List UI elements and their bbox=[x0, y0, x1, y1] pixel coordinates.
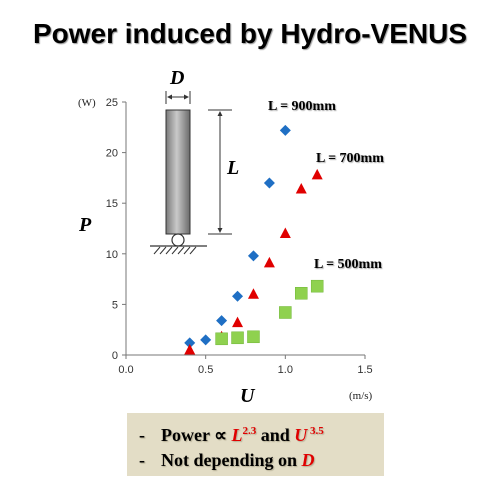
data-point-series-0 bbox=[247, 250, 259, 262]
y-tick-label: 0 bbox=[112, 350, 118, 362]
y-axis-label: P bbox=[78, 214, 92, 236]
page-title: Power induced by Hydro-VENUS bbox=[32, 18, 468, 49]
data-point-series-2 bbox=[295, 287, 308, 300]
cylinder-diagram: D L bbox=[150, 67, 239, 255]
note-dash: - bbox=[139, 450, 145, 470]
note-l-exponent: 2.3 bbox=[242, 425, 257, 437]
cylinder-pivot bbox=[171, 233, 185, 247]
length-label: L bbox=[226, 157, 239, 179]
note-text: Not depending on bbox=[161, 450, 302, 470]
data-point-series-0 bbox=[232, 290, 244, 302]
ground-hatch bbox=[153, 246, 197, 255]
data-point-series-1 bbox=[279, 227, 291, 239]
notes-box: - Power ∝ L2.3 and U 3.5 - Not depending o… bbox=[127, 413, 384, 476]
note-u-letter: U bbox=[294, 425, 308, 445]
cylinder-body bbox=[165, 109, 191, 235]
data-point-series-2 bbox=[231, 331, 244, 345]
series-label-700: L = 700mm bbox=[316, 151, 384, 166]
data-point-series-0 bbox=[216, 315, 228, 327]
note-dash: - bbox=[139, 425, 145, 445]
data-point-series-1 bbox=[295, 183, 307, 194]
data-point-series-0 bbox=[184, 337, 196, 349]
y-axis-unit: (W) bbox=[78, 97, 96, 109]
width-arrowhead-left bbox=[167, 94, 172, 100]
y-tick-label: 10 bbox=[106, 249, 118, 261]
y-tick-label: 15 bbox=[106, 198, 118, 210]
data-point-series-0 bbox=[200, 334, 212, 346]
x-tick-label: 1.5 bbox=[357, 364, 372, 376]
x-axis-label: U bbox=[240, 385, 256, 407]
x-tick-label: 0.0 bbox=[118, 364, 133, 376]
note-power-law: - Power ∝ L2.3 and U 3.5 bbox=[139, 419, 384, 448]
data-point-series-1 bbox=[263, 256, 275, 268]
note-d-var: D bbox=[301, 450, 315, 470]
note-l-var: L2.3 bbox=[232, 425, 257, 445]
data-point-series-0 bbox=[263, 177, 275, 189]
data-point-series-1 bbox=[311, 168, 323, 180]
note-u-var: U 3.5 bbox=[294, 425, 324, 445]
y-tick-label: 5 bbox=[112, 299, 118, 311]
series-label-900: L = 900mm bbox=[268, 99, 336, 114]
note-u-exponent: 3.5 bbox=[307, 425, 324, 437]
length-arrowhead-bottom bbox=[217, 228, 223, 233]
data-point-series-1 bbox=[184, 343, 196, 355]
note-l-letter: L bbox=[231, 425, 243, 445]
length-arrowhead-top bbox=[217, 111, 223, 116]
data-point-series-1 bbox=[247, 288, 259, 299]
data-point-series-1 bbox=[232, 316, 244, 328]
width-label: D bbox=[169, 67, 184, 89]
data-point-series-0 bbox=[279, 124, 291, 136]
y-tick-label: 25 bbox=[106, 97, 118, 109]
x-tick-label: 0.5 bbox=[198, 364, 213, 376]
series-label-500: L = 500mm bbox=[314, 257, 382, 272]
note-independence: - Not depending on D bbox=[139, 448, 384, 473]
x-axis-unit: (m/s) bbox=[349, 390, 373, 402]
data-point-series-2 bbox=[247, 330, 260, 344]
note-text: Power ∝ bbox=[161, 425, 232, 445]
y-tick-label: 20 bbox=[106, 148, 118, 160]
x-tick-label: 1.0 bbox=[278, 364, 293, 376]
data-point-series-2 bbox=[310, 279, 324, 293]
width-arrowhead-right bbox=[184, 94, 189, 100]
data-point-series-2 bbox=[279, 306, 292, 319]
note-and: and bbox=[256, 425, 295, 445]
data-point-series-2 bbox=[215, 332, 228, 346]
